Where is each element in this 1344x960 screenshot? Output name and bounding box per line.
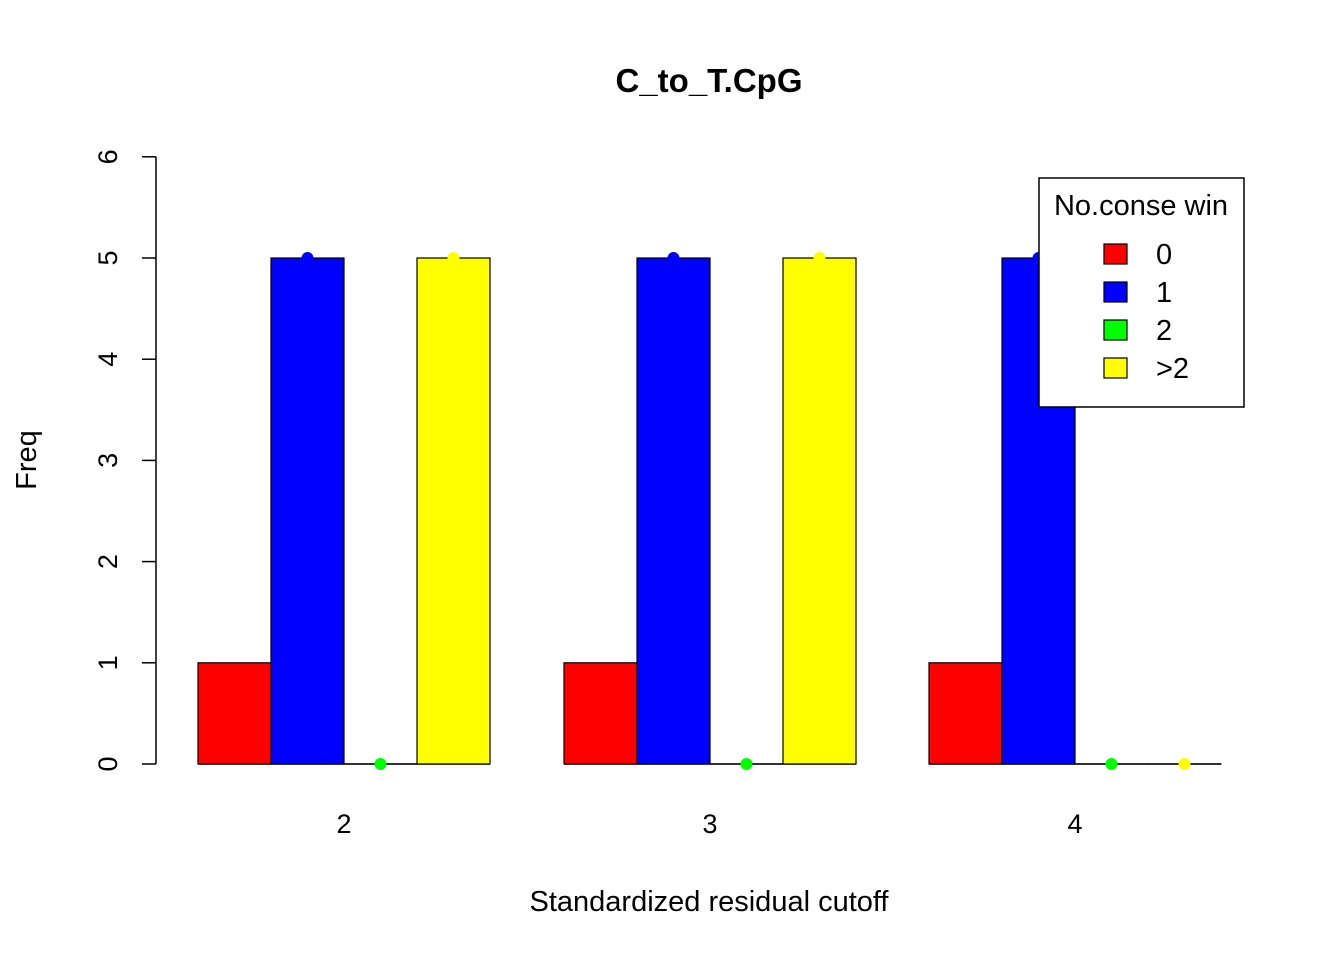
- bar: [563, 662, 638, 765]
- bar-point: [374, 758, 387, 770]
- bar-point: [447, 252, 460, 264]
- legend-label: 1: [1156, 277, 1172, 309]
- x-axis-label: Standardized residual cutoff: [530, 886, 890, 918]
- bar: [416, 257, 491, 765]
- x-tick-label: 4: [1067, 809, 1082, 839]
- y-tick-label: 1: [93, 655, 123, 670]
- legend-label: >2: [1156, 353, 1189, 385]
- bar: [782, 257, 857, 765]
- y-tick-label: 3: [93, 453, 123, 468]
- y-tick-label: 4: [93, 352, 123, 367]
- bar-point: [813, 252, 826, 264]
- bar: [270, 257, 345, 765]
- x-tick-label: 3: [702, 809, 717, 839]
- legend-box: [1038, 177, 1245, 408]
- legend: No.conse win 0 1 2 >2: [1038, 177, 1245, 408]
- legend-title: No.conse win: [1054, 190, 1228, 222]
- bar: [928, 662, 1003, 765]
- legend-label: 2: [1156, 315, 1172, 347]
- x-tick-label: 2: [336, 809, 351, 839]
- bar: [197, 662, 272, 765]
- bar-point: [740, 758, 753, 770]
- legend-swatch: [1103, 319, 1128, 341]
- bar-point: [1178, 758, 1191, 770]
- chart-title: C_to_T.CpG: [615, 62, 802, 99]
- legend-swatch: [1103, 357, 1128, 379]
- y-axis: 0 1 2 3 4 5 6: [93, 149, 157, 772]
- legend-swatch: [1103, 281, 1128, 303]
- legend-entries: 0 1 2 >2: [1103, 239, 1189, 385]
- y-tick-label: 0: [93, 756, 123, 771]
- bar-point: [667, 252, 680, 264]
- bar: [636, 257, 711, 765]
- plot-area: [197, 252, 1222, 770]
- x-tick-labels: 2 3 4: [336, 809, 1082, 839]
- y-tick-label: 2: [93, 554, 123, 569]
- y-axis-label: Freq: [11, 430, 43, 490]
- bar-point: [301, 252, 314, 264]
- y-tick-label: 5: [93, 250, 123, 265]
- legend-label: 0: [1156, 239, 1172, 271]
- bar-point: [1105, 758, 1118, 770]
- y-tick-label: 6: [93, 149, 123, 164]
- legend-swatch: [1103, 243, 1128, 265]
